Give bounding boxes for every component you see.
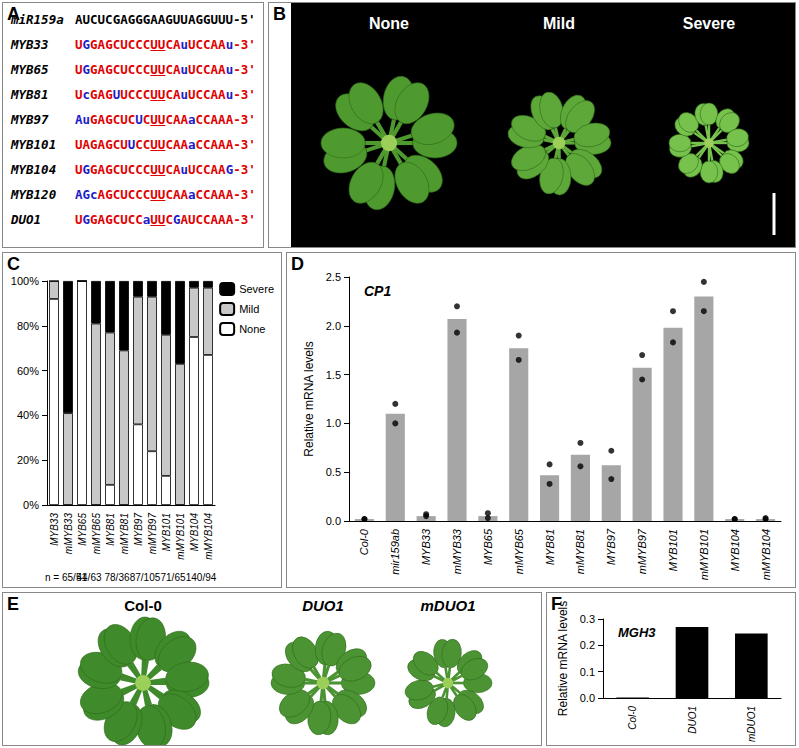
svg-text:Col-0: Col-0 xyxy=(358,528,370,555)
svg-text:20%: 20% xyxy=(17,454,39,466)
svg-text:40%: 40% xyxy=(17,409,39,421)
svg-text:Mild: Mild xyxy=(239,303,259,315)
svg-text:MYB101: MYB101 xyxy=(667,529,679,571)
svg-text:mMYB81: mMYB81 xyxy=(119,513,130,554)
svg-text:mMYB81: mMYB81 xyxy=(574,529,586,574)
svg-text:mMYB65: mMYB65 xyxy=(513,528,525,574)
svg-text:mMYB101: mMYB101 xyxy=(698,529,710,580)
svg-text:Col-0: Col-0 xyxy=(124,597,162,614)
svg-text:140/94: 140/94 xyxy=(186,572,217,583)
svg-text:78/36: 78/36 xyxy=(104,572,129,583)
svg-text:MGH3: MGH3 xyxy=(618,625,656,640)
svg-text:CP1: CP1 xyxy=(364,283,391,299)
svg-text:DUO1: DUO1 xyxy=(302,597,344,614)
svg-text:0.2: 0.2 xyxy=(580,639,595,651)
svg-text:mMYB97: mMYB97 xyxy=(147,513,158,555)
svg-text:mMYB97: mMYB97 xyxy=(636,528,648,574)
svg-text:0.3: 0.3 xyxy=(580,613,595,625)
svg-text:71/65: 71/65 xyxy=(160,572,185,583)
svg-text:1.0: 1.0 xyxy=(326,417,341,429)
svg-text:2.5: 2.5 xyxy=(326,271,341,283)
svg-text:Severe: Severe xyxy=(683,15,736,32)
svg-text:mir159ab: mir159ab xyxy=(389,529,401,575)
svg-text:mDUO1: mDUO1 xyxy=(746,706,757,742)
svg-text:mMYB65: mMYB65 xyxy=(91,513,102,555)
svg-text:MYB33: MYB33 xyxy=(49,513,60,546)
svg-text:1.5: 1.5 xyxy=(326,369,341,381)
svg-text:Relative mRNA levels: Relative mRNA levels xyxy=(556,601,570,716)
svg-text:mMYB33: mMYB33 xyxy=(451,528,463,574)
svg-text:mMYB33: mMYB33 xyxy=(63,513,74,555)
svg-text:MYB97: MYB97 xyxy=(605,528,617,565)
svg-text:MYB65: MYB65 xyxy=(77,513,88,546)
svg-text:Mild: Mild xyxy=(543,15,575,32)
svg-text:Relative mRNA levels: Relative mRNA levels xyxy=(302,341,316,456)
svg-text:MYB104: MYB104 xyxy=(729,529,741,571)
svg-text:87/105: 87/105 xyxy=(130,572,161,583)
svg-text:None: None xyxy=(369,15,409,32)
svg-text:MYB81: MYB81 xyxy=(105,513,116,546)
svg-text:None: None xyxy=(239,323,265,335)
svg-text:2.0: 2.0 xyxy=(326,320,341,332)
svg-text:60%: 60% xyxy=(17,365,39,377)
svg-text:0.1: 0.1 xyxy=(580,666,595,678)
svg-text:mMYB104: mMYB104 xyxy=(760,529,772,580)
svg-text:0%: 0% xyxy=(23,499,39,511)
svg-text:MYB97: MYB97 xyxy=(133,513,144,546)
svg-text:100%: 100% xyxy=(11,275,39,287)
svg-text:80%: 80% xyxy=(17,320,39,332)
svg-text:MYB33: MYB33 xyxy=(420,528,432,565)
svg-text:MYB65: MYB65 xyxy=(482,528,494,565)
svg-text:Col-0: Col-0 xyxy=(627,705,638,729)
svg-text:MYB81: MYB81 xyxy=(544,529,556,565)
svg-text:mMYB101: mMYB101 xyxy=(175,513,186,560)
svg-text:Severe: Severe xyxy=(239,283,274,295)
svg-text:mDUO1: mDUO1 xyxy=(420,597,475,614)
svg-text:0.0: 0.0 xyxy=(326,515,341,527)
svg-text:0.0: 0.0 xyxy=(580,692,595,704)
svg-text:mMYB104: mMYB104 xyxy=(203,513,214,560)
svg-text:DUO1: DUO1 xyxy=(687,706,698,734)
svg-text:MYB104: MYB104 xyxy=(189,513,200,552)
svg-text:44/63: 44/63 xyxy=(76,572,101,583)
svg-text:MYB101: MYB101 xyxy=(161,513,172,551)
svg-text:0.5: 0.5 xyxy=(326,466,341,478)
